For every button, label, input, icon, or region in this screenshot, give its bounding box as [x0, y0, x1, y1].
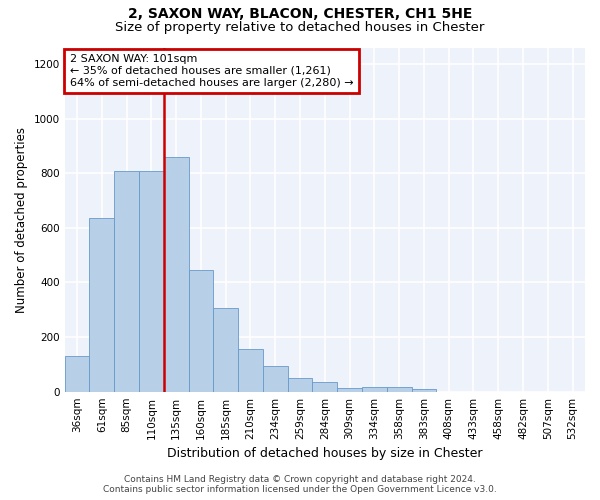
Bar: [412, 389, 436, 392]
Bar: [188, 270, 214, 392]
Bar: [263, 366, 287, 392]
Bar: [313, 382, 337, 392]
Text: Size of property relative to detached houses in Chester: Size of property relative to detached ho…: [115, 21, 485, 34]
Bar: [65, 356, 89, 392]
Bar: [287, 378, 313, 392]
Bar: [139, 171, 164, 392]
Bar: [214, 308, 238, 392]
Bar: [387, 388, 412, 392]
X-axis label: Distribution of detached houses by size in Chester: Distribution of detached houses by size …: [167, 447, 482, 460]
Bar: [362, 387, 387, 392]
Bar: [89, 218, 114, 392]
Bar: [238, 348, 263, 392]
Text: 2, SAXON WAY, BLACON, CHESTER, CH1 5HE: 2, SAXON WAY, BLACON, CHESTER, CH1 5HE: [128, 8, 472, 22]
Bar: [114, 171, 139, 392]
Bar: [164, 158, 188, 392]
Y-axis label: Number of detached properties: Number of detached properties: [15, 126, 28, 312]
Bar: [337, 388, 362, 392]
Text: 2 SAXON WAY: 101sqm
← 35% of detached houses are smaller (1,261)
64% of semi-det: 2 SAXON WAY: 101sqm ← 35% of detached ho…: [70, 54, 353, 88]
Text: Contains HM Land Registry data © Crown copyright and database right 2024.
Contai: Contains HM Land Registry data © Crown c…: [103, 474, 497, 494]
